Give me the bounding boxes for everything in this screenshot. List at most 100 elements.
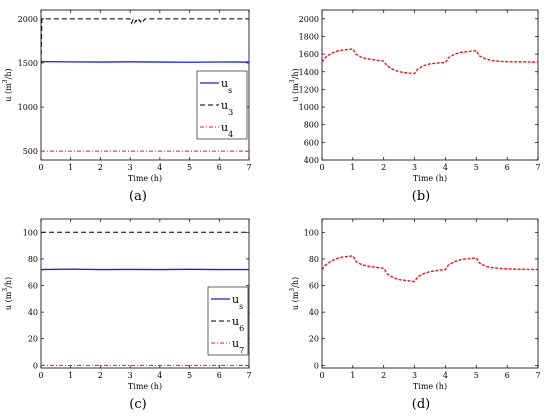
y-tick-label: 60 — [28, 282, 38, 291]
legend-box — [196, 70, 248, 140]
caption-b: (b) — [412, 189, 430, 204]
y-tick-label: 600 — [304, 138, 319, 147]
y-tick-label: 1200 — [299, 85, 319, 94]
legend-entry: u7 — [232, 337, 244, 355]
y-axis-label-tail: /h) — [291, 68, 300, 79]
x-axis-label: Time (h) — [128, 174, 162, 183]
x-tick-label: 1 — [350, 371, 355, 380]
legend-entry-sub: 4 — [228, 130, 233, 139]
x-tick-label: 0 — [319, 163, 324, 172]
y-tick-label: 80 — [309, 255, 319, 264]
x-tick-label: 4 — [443, 163, 448, 172]
legend-entry-sub: s — [228, 86, 232, 95]
legend-entry: us — [232, 293, 243, 311]
y-tick-label: 40 — [28, 308, 38, 317]
y-tick-label: 80 — [28, 255, 38, 264]
x-tick-label: 0 — [38, 371, 43, 380]
x-tick-label: 7 — [246, 371, 251, 380]
legend-entry-sub: 6 — [239, 324, 244, 333]
y-tick-label: 2000 — [18, 15, 38, 24]
y-tick-label: 2000 — [299, 15, 319, 24]
x-tick-label: 7 — [535, 163, 540, 172]
x-tick-label: 4 — [157, 163, 162, 172]
x-tick-label: 4 — [157, 371, 162, 380]
x-tick-label: 5 — [474, 371, 479, 380]
y-tick-label: 1000 — [299, 103, 319, 112]
y-tick-label: 1400 — [299, 68, 319, 77]
x-tick-label: 3 — [128, 163, 133, 172]
series-line-u3 — [41, 18, 249, 63]
y-axis-label: u (m3/h) — [2, 277, 13, 310]
x-tick-label: 2 — [381, 163, 386, 172]
legend-entry: us — [221, 77, 232, 95]
y-tick-label: 0 — [33, 361, 38, 370]
y-tick-label: 800 — [304, 121, 319, 130]
x-axis-label: Time (h) — [413, 382, 447, 391]
caption-c: (c) — [129, 397, 146, 412]
y-axis-label-base: u (m — [291, 83, 300, 102]
legend-entry-name: u — [221, 77, 228, 90]
plot-frame — [321, 9, 539, 161]
x-tick-label: 7 — [246, 163, 251, 172]
y-tick-label: 1000 — [18, 103, 38, 112]
y-tick-label: 100 — [23, 228, 38, 237]
y-tick-label: 40 — [309, 308, 319, 317]
caption-d: (d) — [412, 397, 430, 412]
series-line-u — [322, 48, 538, 75]
y-tick-label: 20 — [309, 335, 319, 344]
x-tick-label: 7 — [535, 371, 540, 380]
legend-entry-name: u — [232, 293, 239, 306]
x-tick-label: 2 — [98, 371, 103, 380]
caption-a: (a) — [129, 189, 147, 204]
y-axis-label-sup: 3 — [2, 79, 9, 83]
x-tick-label: 6 — [217, 371, 222, 380]
x-tick-label: 6 — [505, 371, 510, 380]
x-tick-label: 1 — [350, 163, 355, 172]
legend-entry-sub: s — [239, 302, 243, 311]
legend-entry: u6 — [232, 315, 244, 333]
panel-b: 0 1 2 3 4 5 6 7 400 600 800 1000 1200 1400 1600 1800 200… — [289, 9, 541, 183]
y-axis-label: u (m3/h) — [2, 68, 13, 101]
y-axis-label-base: u (m — [4, 291, 13, 310]
x-tick-label: 3 — [128, 371, 133, 380]
x-tick-label: 1 — [68, 163, 73, 172]
y-axis-label-base: u (m — [4, 83, 13, 102]
legend-entry-name: u — [232, 315, 239, 328]
x-tick-label: 2 — [381, 371, 386, 380]
x-tick-label: 1 — [68, 371, 73, 380]
x-tick-label: 5 — [474, 163, 479, 172]
x-tick-label: 3 — [412, 371, 417, 380]
y-axis-label-tail: /h) — [4, 277, 13, 288]
x-tick-label: 6 — [217, 163, 222, 172]
y-tick-label: 20 — [28, 335, 38, 344]
y-tick-label: 60 — [309, 282, 319, 291]
plot-frame — [321, 218, 539, 369]
x-axis-label: Time (h) — [128, 382, 162, 391]
legend-entry-sub: 7 — [239, 346, 244, 355]
y-tick-label: 100 — [304, 228, 319, 237]
legend-entry-name: u — [232, 337, 239, 350]
y-axis-label: u (m3/h) — [289, 68, 300, 101]
legend-entry: u4 — [221, 121, 233, 139]
x-tick-label: 0 — [319, 371, 324, 380]
x-tick-label: 2 — [98, 163, 103, 172]
y-tick-label: 1800 — [299, 32, 319, 41]
y-axis-label-sup: 3 — [289, 288, 296, 292]
y-tick-label: 500 — [23, 147, 38, 156]
y-axis-label-base: u (m — [291, 291, 300, 310]
y-tick-label: 0 — [314, 361, 319, 370]
x-tick-label: 0 — [38, 163, 43, 172]
series-line-us — [41, 60, 249, 63]
x-tick-label: 3 — [412, 163, 417, 172]
y-axis-label-sup: 3 — [2, 288, 9, 292]
legend-entry-name: u — [221, 121, 228, 134]
legend-entry-sub: 3 — [228, 108, 233, 117]
x-tick-label: 4 — [443, 371, 448, 380]
x-tick-label: 5 — [187, 163, 192, 172]
series-line-u — [322, 255, 538, 283]
y-axis-label-sup: 3 — [289, 79, 296, 83]
legend-entry: u3 — [221, 99, 233, 117]
